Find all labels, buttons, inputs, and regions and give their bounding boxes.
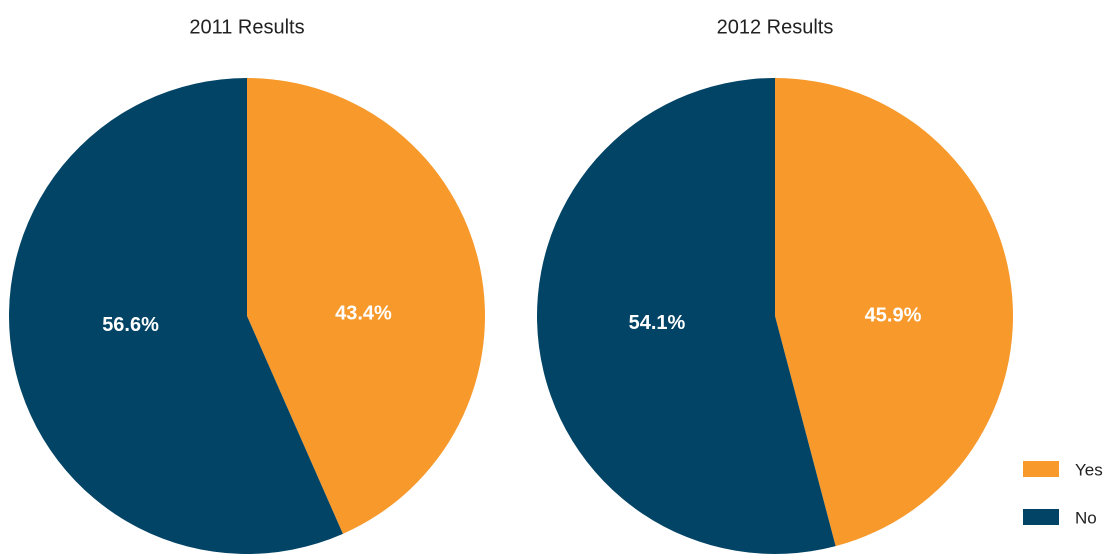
data-label: 45.9% [865, 305, 922, 327]
legend-label: Yes [1075, 460, 1103, 479]
pie-slice [775, 78, 1014, 547]
pie-slice [9, 78, 343, 554]
data-label: 43.4% [335, 302, 392, 324]
chart-title: 2012 Results [717, 16, 834, 38]
legend-label: No [1075, 508, 1097, 527]
legend-swatch [1023, 509, 1059, 525]
legend-swatch [1023, 461, 1059, 477]
pie-slice [537, 78, 836, 554]
chart-title: 2011 Results [189, 16, 304, 38]
data-label: 56.6% [102, 314, 159, 336]
pie-slice [247, 78, 485, 534]
data-label: 54.1% [629, 312, 686, 334]
